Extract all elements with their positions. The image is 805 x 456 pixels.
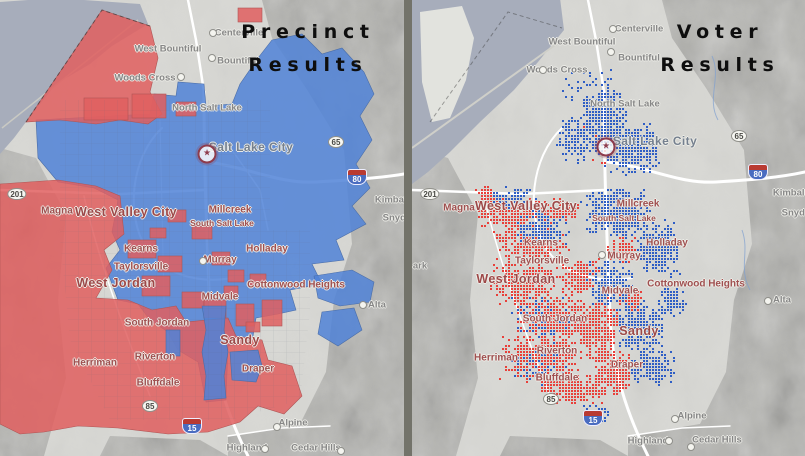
title-line-1: Voter [676,21,764,43]
voter-results-map: Centerville Bountiful West Bountiful Woods … [412,0,805,456]
voter-map-canvas [412,0,805,456]
precinct-results-map: Centerville Bountiful West Bountiful Woods … [0,0,404,456]
panel-divider [404,0,412,456]
precinct-boundaries [60,100,310,420]
title-line-2: Results [660,54,780,76]
mountain-streams [711,55,751,291]
voter-results-title: Voter Results [640,16,800,82]
lake-causeway [412,39,563,149]
title-line-2: Results [248,54,368,76]
precinct-results-title: Precinct Results [232,16,384,82]
county-border [25,9,151,123]
lake-shoal [420,6,474,122]
precinct-map-canvas [0,0,404,456]
democratic-voter-dots [493,69,687,425]
title-line-1: Precinct [241,21,375,43]
county-border [429,11,563,123]
